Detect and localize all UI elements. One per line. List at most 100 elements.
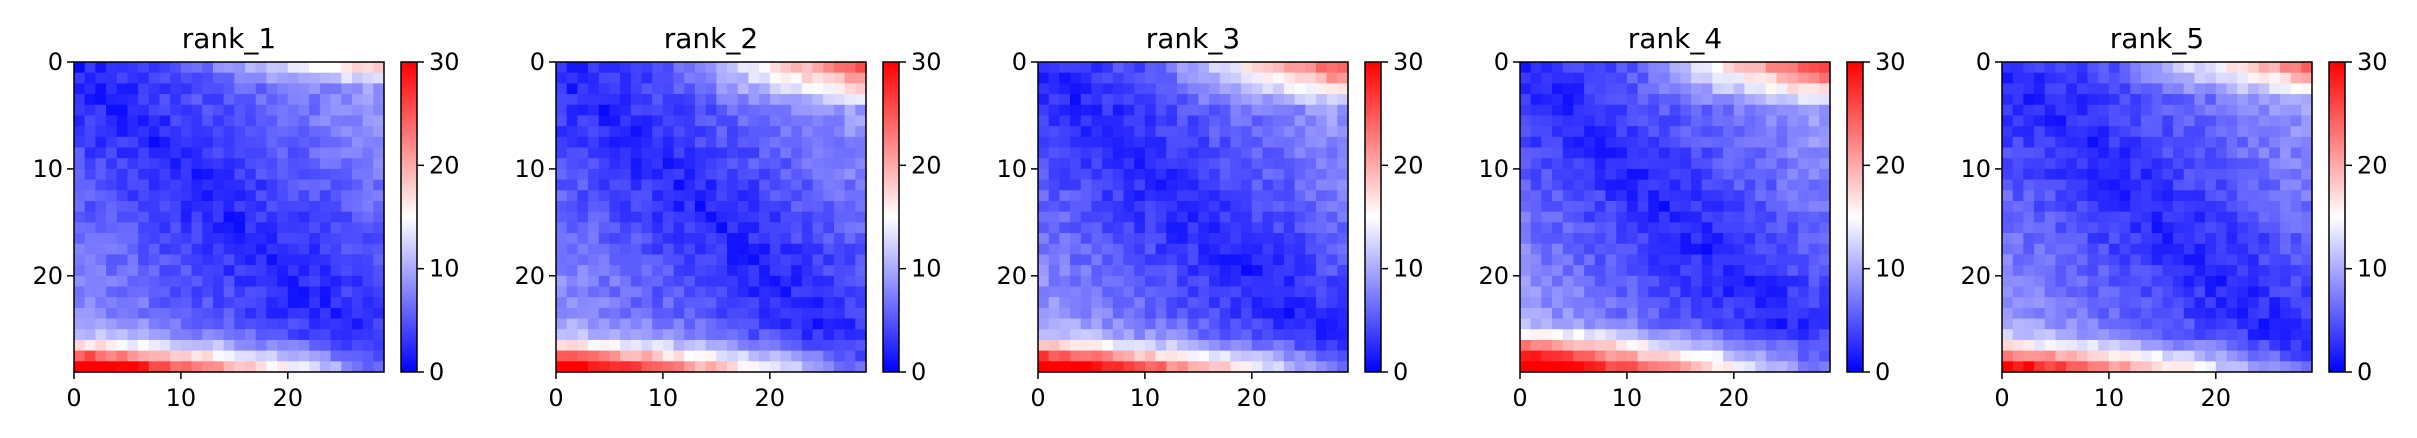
heatmap-cell [1091, 179, 1103, 191]
heatmap-cell [170, 62, 182, 74]
heatmap-cell [2066, 307, 2078, 320]
heatmap-cell [1819, 62, 1831, 74]
heatmap-cell [180, 297, 193, 309]
heatmap-cell [737, 254, 750, 266]
heatmap-cell [1776, 104, 1788, 117]
heatmap-cell [641, 147, 653, 159]
heatmap-cell [812, 200, 824, 213]
heatmap-cell [737, 265, 750, 277]
heatmap-cell [1230, 254, 1242, 266]
heatmap-cell [223, 136, 235, 149]
heatmap-cell [2066, 136, 2078, 149]
heatmap-cell [362, 94, 374, 106]
heatmap-cell [2237, 329, 2249, 341]
heatmap-cell [362, 190, 374, 202]
heatmap-cell [1530, 104, 1542, 117]
heatmap-cell [1530, 126, 1542, 138]
heatmap-cell [1541, 350, 1553, 362]
heatmap-cell [1273, 62, 1285, 74]
heatmap-cell [309, 72, 321, 84]
heatmap-cell [1059, 115, 1071, 127]
heatmap-cell [1176, 126, 1189, 138]
heatmap-cell [588, 190, 600, 202]
heatmap-cell [191, 94, 203, 106]
heatmap-cell [2194, 115, 2206, 127]
heatmap-cell [1134, 361, 1146, 373]
heatmap-cell [748, 222, 760, 234]
heatmap-cell [598, 297, 611, 309]
heatmap-cell [266, 179, 278, 191]
heatmap-cell [245, 200, 257, 213]
heatmap-cell [1626, 158, 1639, 170]
heatmap-cell [1326, 136, 1338, 149]
heatmap-cell [1797, 72, 1810, 84]
heatmap-cell [759, 62, 771, 74]
heatmap-cell [1144, 190, 1157, 202]
heatmap-cell [2002, 211, 2014, 223]
heatmap-cell [716, 254, 728, 266]
heatmap-cell [1626, 168, 1639, 181]
heatmap-cell [2034, 126, 2046, 138]
heatmap-cell [234, 286, 246, 298]
heatmap-cell [705, 179, 717, 191]
heatmap-cell [609, 222, 621, 234]
heatmap-cell [106, 136, 118, 149]
heatmap-cell [1733, 233, 1746, 245]
heatmap-cell [2012, 297, 2024, 309]
heatmap-cell [341, 243, 353, 256]
heatmap-cell [684, 286, 696, 298]
heatmap-cell [641, 115, 653, 127]
heatmap-cell [2055, 265, 2067, 277]
heatmap-cell [1520, 72, 1532, 84]
heatmap-cell [1594, 115, 1607, 127]
heatmap-cell [620, 361, 632, 373]
heatmap-cell [298, 94, 310, 106]
heatmap-cell [1648, 307, 1660, 320]
heatmap-cell [2226, 275, 2238, 288]
heatmap-cell [2055, 83, 2067, 95]
heatmap-cell [1315, 307, 1328, 320]
heatmap-cell [1230, 94, 1242, 106]
heatmap-cell [1091, 307, 1103, 320]
heatmap-cell [191, 200, 203, 213]
heatmap-cell [598, 126, 611, 138]
heatmap-cell [1294, 339, 1306, 352]
heatmap-cell [833, 222, 846, 234]
heatmap-cell [2002, 350, 2014, 362]
heatmap-cell [1701, 243, 1714, 256]
heatmap-cell [2034, 297, 2046, 309]
heatmap-cell [598, 286, 611, 298]
heatmap-cell [116, 233, 129, 245]
heatmap-cell [1669, 233, 1681, 245]
heatmap-cell [1616, 179, 1628, 191]
heatmap-cell [1819, 243, 1831, 256]
heatmap-cell [373, 222, 385, 234]
heatmap-cell [1594, 200, 1607, 213]
heatmap-cell [1209, 307, 1221, 320]
heatmap-cell [1616, 62, 1628, 74]
heatmap-cell [1723, 254, 1735, 266]
heatmap-cell [1819, 222, 1831, 234]
heatmap-cell [2237, 350, 2249, 362]
heatmap-cell [159, 104, 171, 117]
heatmap-cell [74, 83, 86, 95]
heatmap-cell [1669, 126, 1681, 138]
heatmap-cell [373, 361, 385, 373]
heatmap-cell [2279, 179, 2292, 191]
heatmap-cell [1669, 104, 1681, 117]
heatmap-cell [630, 254, 643, 266]
heatmap-cell [1744, 168, 1756, 181]
heatmap-cell [2301, 94, 2313, 106]
heatmap-cell [2076, 254, 2089, 266]
heatmap-cell [780, 115, 792, 127]
heatmap-cell [577, 339, 589, 352]
heatmap-cell [138, 136, 150, 149]
heatmap-cell [234, 329, 246, 341]
heatmap-cells [1520, 62, 1831, 373]
heatmap-cell [1209, 297, 1221, 309]
heatmap-cell [287, 265, 300, 277]
heatmap-cell [373, 168, 385, 181]
heatmap-cell [588, 83, 600, 95]
heatmap-cell [1520, 297, 1532, 309]
